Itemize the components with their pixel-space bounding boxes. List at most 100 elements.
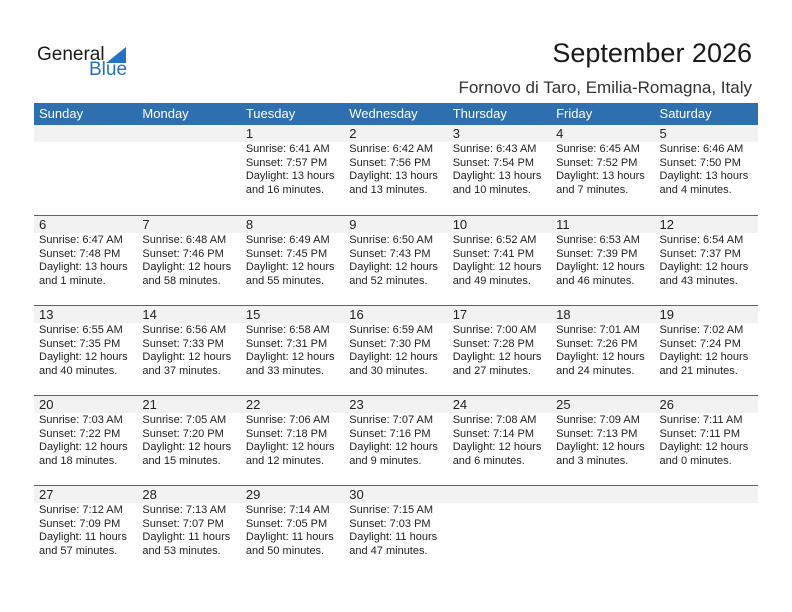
day-number: 16 [349,307,364,322]
sunset-text: Sunset: 7:22 PM [39,427,121,440]
daylight-text: Daylight: 12 hours [245,261,335,273]
page-title: September 2026 [552,38,752,68]
daylight-minutes-text: and 52 minutes. [349,274,428,287]
sunrise-text: Sunrise: 7:13 AM [142,504,227,516]
daylight-minutes-text: and 3 minutes. [556,454,629,467]
sunrise-text: Sunrise: 6:52 AM [452,234,537,246]
day-cell: 28 Sunrise: 7:13 AM Sunset: 7:07 PM Dayligh… [137,486,240,558]
sunrise-text: Sunrise: 7:00 AM [452,324,537,336]
sunset-text: Sunset: 7:11 PM [659,427,741,440]
day-info: Sunrise: 6:49 AM Sunset: 7:45 PM Daylight:… [246,234,344,288]
sunset-text: Sunset: 7:05 PM [245,517,328,530]
day-cell: 13 Sunrise: 6:55 AM Sunset: 7:35 PM Dayligh… [34,306,137,378]
day-info: Sunrise: 6:48 AM Sunset: 7:46 PM Daylight:… [142,234,240,288]
sunset-text: Sunset: 7:43 PM [349,247,431,260]
day-number: 25 [556,397,571,412]
day-info: Sunrise: 7:08 AM Sunset: 7:14 PM Daylight:… [453,414,551,468]
daylight-text: Daylight: 12 hours [556,441,645,453]
sunrise-text: Sunrise: 6:55 AM [39,324,123,336]
daylight-text: Daylight: 12 hours [452,351,542,363]
daylight-minutes-text: and 7 minutes. [556,183,629,196]
empty-day-cell [137,125,240,197]
daylight-minutes-text: and 49 minutes. [452,274,531,287]
daylight-minutes-text: and 46 minutes. [556,274,635,287]
day-cell: 14 Sunrise: 6:56 AM Sunset: 7:33 PM Dayligh… [137,306,240,378]
sunrise-text: Sunrise: 7:09 AM [556,414,640,426]
daylight-minutes-text: and 21 minutes. [659,364,738,377]
daylight-minutes-text: and 55 minutes. [245,274,325,287]
daylight-text: Daylight: 13 hours [659,170,749,182]
day-number: 17 [452,307,468,322]
day-info: Sunrise: 6:50 AM Sunset: 7:43 PM Daylight:… [349,234,447,288]
day-number: 4 [556,126,564,141]
empty-day-cell [551,486,654,558]
daylight-text: Daylight: 12 hours [142,441,232,453]
daylight-text: Daylight: 12 hours [245,351,335,363]
daylight-text: Daylight: 12 hours [659,351,749,363]
logo-text-general: General [37,44,105,65]
calendar-grid: Sunday Monday Tuesday Wednesday Thursday Frid… [34,103,758,575]
day-cell: 7 Sunrise: 6:48 AM Sunset: 7:46 PM Daylight… [137,216,240,288]
sunrise-text: Sunrise: 7:03 AM [39,414,123,426]
day-cell: 18 Sunrise: 7:01 AM Sunset: 7:26 PM Dayligh… [551,306,654,378]
day-cell: 11 Sunrise: 6:53 AM Sunset: 7:39 PM Dayligh… [551,216,654,288]
day-cell: 30 Sunrise: 7:15 AM Sunset: 7:03 PM Dayligh… [344,486,447,558]
sunrise-text: Sunrise: 6:54 AM [659,234,744,246]
sunrise-text: Sunrise: 7:15 AM [349,504,434,516]
daylight-text: Daylight: 12 hours [39,441,128,453]
day-info: Sunrise: 7:02 AM Sunset: 7:24 PM Daylight:… [660,324,758,378]
daylight-minutes-text: and 50 minutes. [245,544,325,557]
sunset-text: Sunset: 7:16 PM [349,427,431,440]
day-cell: 5 Sunrise: 6:46 AM Sunset: 7:50 PM Daylight… [655,125,758,197]
day-number: 9 [349,217,357,232]
day-info: Sunrise: 6:45 AM Sunset: 7:52 PM Daylight:… [556,143,654,197]
day-cell: 4 Sunrise: 6:45 AM Sunset: 7:52 PM Daylight… [551,125,654,197]
day-cell: 15 Sunrise: 6:58 AM Sunset: 7:31 PM Dayligh… [241,306,344,378]
day-number: 8 [245,217,254,232]
sunset-text: Sunset: 7:20 PM [142,427,224,440]
daylight-minutes-text: and 16 minutes. [245,183,325,196]
day-cell: 2 Sunrise: 6:42 AM Sunset: 7:56 PM Daylight… [344,125,447,197]
day-cell: 29 Sunrise: 7:14 AM Sunset: 7:05 PM Dayligh… [241,486,344,558]
weekday-monday: Monday [142,106,189,121]
daylight-text: Daylight: 12 hours [349,441,438,453]
daylight-text: Daylight: 12 hours [142,351,232,363]
sunset-text: Sunset: 7:57 PM [245,156,328,169]
day-info: Sunrise: 7:09 AM Sunset: 7:13 PM Daylight:… [556,414,654,468]
empty-day-cell [448,486,551,558]
daylight-text: Daylight: 12 hours [659,441,749,453]
day-cell: 25 Sunrise: 7:09 AM Sunset: 7:13 PM Dayligh… [551,396,654,468]
day-cell: 6 Sunrise: 6:47 AM Sunset: 7:48 PM Daylight… [34,216,137,288]
weekday-thursday: Thursday [452,106,507,121]
sunrise-text: Sunrise: 6:53 AM [556,234,640,246]
weekday-tuesday: Tuesday [245,106,296,121]
daylight-text: Daylight: 13 hours [39,261,128,273]
sunrise-text: Sunrise: 6:58 AM [245,324,330,336]
daylight-minutes-text: and 43 minutes. [659,274,738,287]
daylight-text: Daylight: 11 hours [349,531,438,543]
day-cell: 3 Sunrise: 6:43 AM Sunset: 7:54 PM Daylight… [448,125,551,197]
weekday-sunday: Sunday [39,106,84,121]
date-row-background [34,125,758,142]
date-row-background [34,396,758,413]
daylight-text: Daylight: 13 hours [556,170,645,182]
sunrise-text: Sunrise: 7:11 AM [659,414,743,426]
sunrise-text: Sunrise: 6:43 AM [452,143,537,155]
daylight-minutes-text: and 53 minutes. [142,544,221,557]
sunrise-text: Sunrise: 7:08 AM [452,414,537,426]
daylight-text: Daylight: 11 hours [39,531,127,543]
sunset-text: Sunset: 7:41 PM [452,247,535,260]
sunrise-text: Sunrise: 6:49 AM [245,234,330,246]
sunset-text: Sunset: 7:07 PM [142,517,224,530]
day-info: Sunrise: 7:12 AM Sunset: 7:09 PM Daylight:… [39,504,137,558]
day-cell: 21 Sunrise: 7:05 AM Sunset: 7:20 PM Dayligh… [137,396,240,468]
sunset-text: Sunset: 7:50 PM [659,156,741,169]
day-info: Sunrise: 7:01 AM Sunset: 7:26 PM Daylight:… [556,324,654,378]
sunrise-text: Sunrise: 7:01 AM [556,324,640,336]
daylight-text: Daylight: 13 hours [349,170,438,182]
day-number: 14 [142,307,157,322]
daylight-text: Daylight: 12 hours [452,261,542,273]
sunset-text: Sunset: 7:14 PM [452,427,535,440]
daylight-minutes-text: and 40 minutes. [39,364,118,377]
sunset-text: Sunset: 7:28 PM [452,337,535,350]
